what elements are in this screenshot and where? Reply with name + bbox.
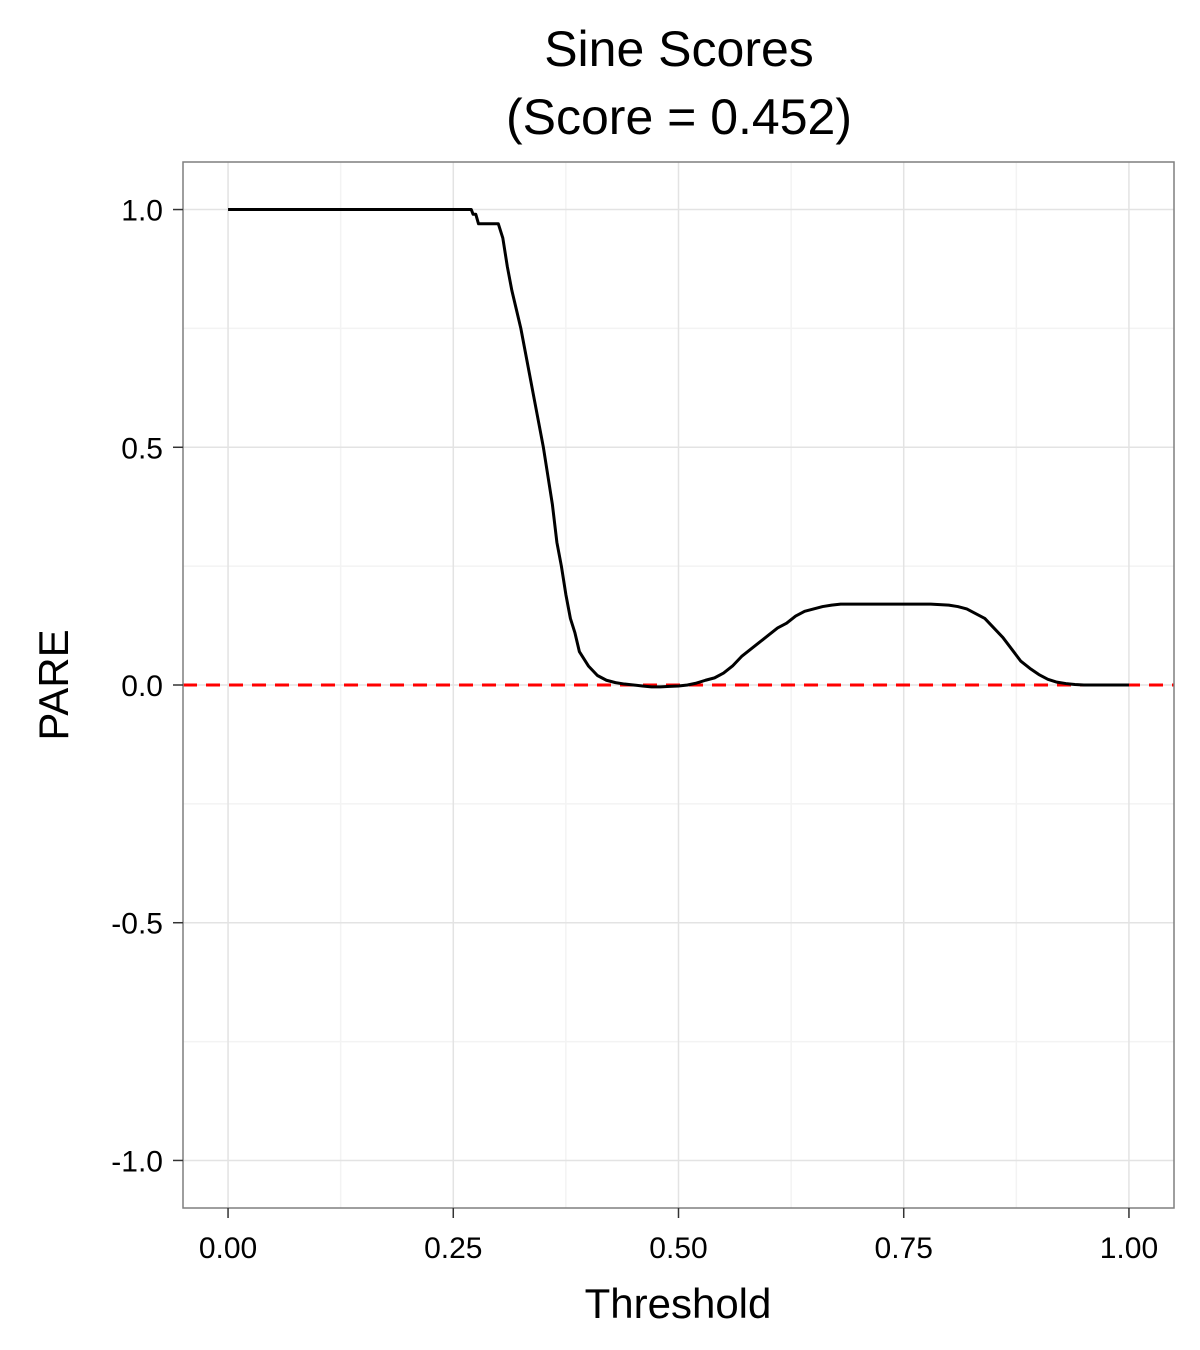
x-axis: 0.00 0.25 0.50 0.75 1.00 xyxy=(199,1208,1158,1265)
x-axis-title: Threshold xyxy=(585,1280,772,1327)
y-tick-label: 0.5 xyxy=(121,432,163,465)
chart-subtitle: (Score = 0.452) xyxy=(506,89,852,145)
x-tick-label: 0.50 xyxy=(649,1232,707,1265)
x-tick-label: 0.75 xyxy=(875,1232,933,1265)
y-tick-label: 1.0 xyxy=(121,195,163,228)
y-axis: -1.0 -0.5 0.0 0.5 1.0 xyxy=(111,195,183,1178)
x-tick-label: 1.00 xyxy=(1100,1232,1158,1265)
series-line xyxy=(228,208,1129,689)
y-axis-title: PARE xyxy=(30,629,77,740)
y-tick-label: -1.0 xyxy=(111,1145,163,1178)
x-tick-label: 0.25 xyxy=(424,1232,482,1265)
y-tick-label: 0.0 xyxy=(121,670,163,703)
x-tick-label: 0.00 xyxy=(199,1232,257,1265)
chart-title: Sine Scores xyxy=(544,21,814,77)
y-tick-label: -0.5 xyxy=(111,908,163,941)
